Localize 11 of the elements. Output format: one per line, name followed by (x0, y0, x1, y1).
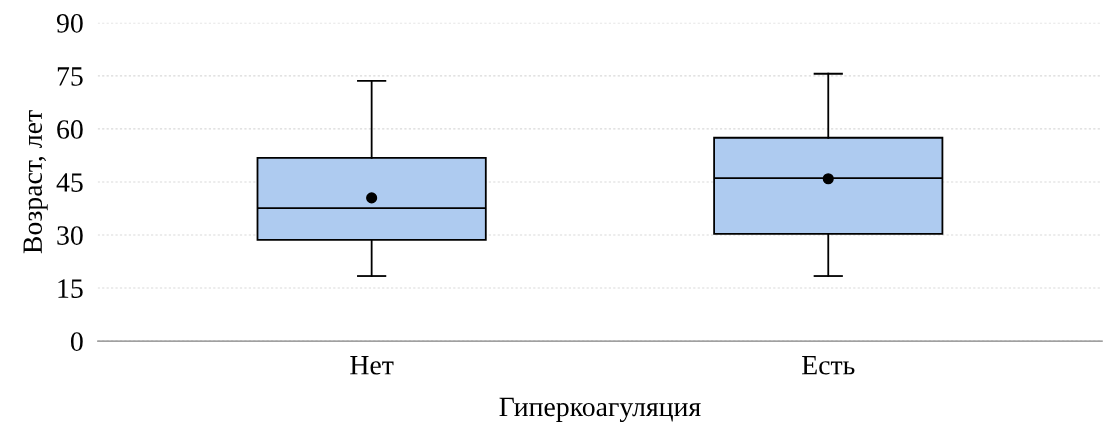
y-axis-title: Возраст, лет (23, 110, 48, 254)
y-tick-label: 90 (56, 13, 83, 33)
y-tick-label: 15 (58, 279, 83, 298)
y-tick-label: 45 (56, 173, 83, 192)
y-tick-label: 60 (57, 120, 83, 139)
y-tick-label: 75 (57, 67, 83, 86)
x-axis-title: Гиперкоагуляция (499, 397, 701, 423)
x-tick-label: Нет (350, 356, 394, 375)
x-tick-label: Есть (802, 356, 855, 375)
y-tick-label: 30 (57, 226, 83, 245)
y-tick-label: 0 (70, 332, 83, 352)
